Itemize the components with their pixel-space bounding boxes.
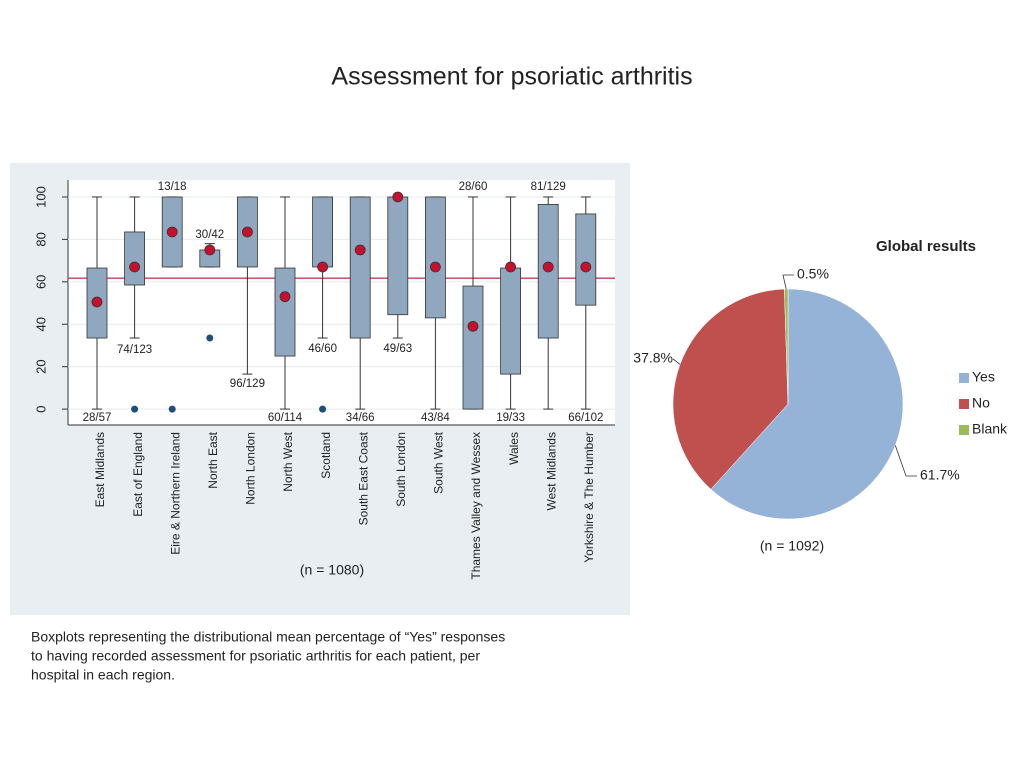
outlier bbox=[319, 405, 327, 413]
pie-value-label: 37.8% bbox=[633, 350, 673, 366]
count-label: 49/63 bbox=[383, 343, 412, 355]
box bbox=[124, 231, 145, 286]
count-label: 28/60 bbox=[459, 181, 488, 193]
x-tick-label: Yorkshire & The Humber bbox=[582, 432, 596, 563]
count-label: 13/18 bbox=[158, 181, 187, 193]
mean-marker bbox=[129, 261, 141, 273]
count-label: 74/123 bbox=[117, 344, 152, 356]
mean-marker bbox=[354, 244, 366, 256]
x-tick-label: South London bbox=[394, 432, 408, 507]
mean-marker bbox=[505, 261, 517, 273]
outlier bbox=[206, 334, 214, 342]
mean-marker bbox=[392, 191, 404, 203]
x-tick-label: North West bbox=[281, 431, 295, 491]
x-tick-label: South East Coast bbox=[356, 431, 370, 525]
leader-line bbox=[782, 274, 794, 290]
mean-marker bbox=[467, 320, 479, 332]
count-label: 28/57 bbox=[83, 412, 112, 424]
box bbox=[387, 196, 409, 316]
y-tick-label: 0 bbox=[33, 405, 48, 412]
pie-value-label: 0.5% bbox=[797, 266, 829, 282]
plot-area bbox=[68, 180, 615, 425]
x-tick-label: Scotland bbox=[319, 432, 333, 479]
outlier bbox=[131, 405, 139, 413]
x-tick-label: North East bbox=[206, 431, 220, 488]
legend-swatch bbox=[959, 425, 969, 435]
caption-line: to having recorded assessment for psoria… bbox=[31, 648, 480, 664]
count-label: 96/129 bbox=[230, 378, 265, 390]
count-label: 19/33 bbox=[496, 412, 525, 424]
count-label: 30/42 bbox=[195, 229, 224, 241]
x-tick-label: North London bbox=[244, 432, 258, 505]
box bbox=[500, 267, 522, 375]
pie-slice bbox=[672, 288, 789, 490]
box bbox=[274, 267, 296, 357]
slide-title: Assessment for psoriatic arthritis bbox=[331, 63, 692, 91]
box bbox=[312, 196, 334, 268]
y-tick-label: 20 bbox=[33, 359, 48, 373]
legend-swatch bbox=[959, 399, 969, 409]
x-tick-label: South West bbox=[432, 431, 446, 493]
mean-marker bbox=[166, 226, 178, 238]
count-label: 46/60 bbox=[308, 343, 337, 355]
y-tick-label: 40 bbox=[33, 317, 48, 331]
y-tick-label: 100 bbox=[33, 186, 48, 208]
mean-marker bbox=[542, 261, 554, 273]
x-tick-label: Wales bbox=[507, 432, 521, 465]
x-tick-label: Thames Valley and Wessex bbox=[469, 432, 483, 580]
pie-value-label: 61.7% bbox=[920, 467, 960, 483]
caption-line: hospital in each region. bbox=[31, 667, 175, 683]
count-label: 81/129 bbox=[531, 181, 566, 193]
mean-marker bbox=[429, 261, 441, 273]
mean-marker bbox=[241, 226, 253, 238]
box bbox=[424, 196, 446, 319]
legend-label: Yes bbox=[972, 369, 995, 385]
box-note: (n = 1080) bbox=[300, 562, 364, 578]
caption-line: Boxplots representing the distributional… bbox=[31, 629, 505, 645]
legend-label: No bbox=[972, 395, 990, 411]
x-tick-label: East Midlands bbox=[93, 432, 107, 507]
x-tick-label: East of England bbox=[131, 432, 145, 517]
x-tick-label: West Midlands bbox=[544, 432, 558, 510]
leader-line bbox=[672, 358, 681, 365]
mean-marker bbox=[279, 291, 291, 303]
outlier bbox=[168, 405, 176, 413]
pie-slice bbox=[784, 288, 789, 405]
leader-line bbox=[894, 445, 917, 477]
count-label: 43/84 bbox=[421, 412, 450, 424]
y-tick-label: 60 bbox=[33, 275, 48, 289]
legend-label: Blank bbox=[972, 421, 1008, 437]
box bbox=[575, 213, 597, 306]
pie-title: Global results bbox=[876, 238, 976, 255]
x-tick-label: Eire & Northern Ireland bbox=[168, 432, 182, 555]
mean-marker bbox=[580, 261, 592, 273]
y-tick-label: 80 bbox=[33, 232, 48, 246]
count-label: 66/102 bbox=[568, 412, 603, 424]
box bbox=[349, 196, 371, 339]
mean-marker bbox=[317, 261, 329, 273]
mean-marker bbox=[204, 244, 216, 256]
count-label: 60/114 bbox=[268, 412, 303, 424]
count-label: 34/66 bbox=[346, 412, 375, 424]
pie-note: (n = 1092) bbox=[760, 538, 824, 554]
box bbox=[462, 285, 484, 410]
legend-swatch bbox=[959, 373, 969, 383]
mean-marker bbox=[91, 296, 103, 308]
